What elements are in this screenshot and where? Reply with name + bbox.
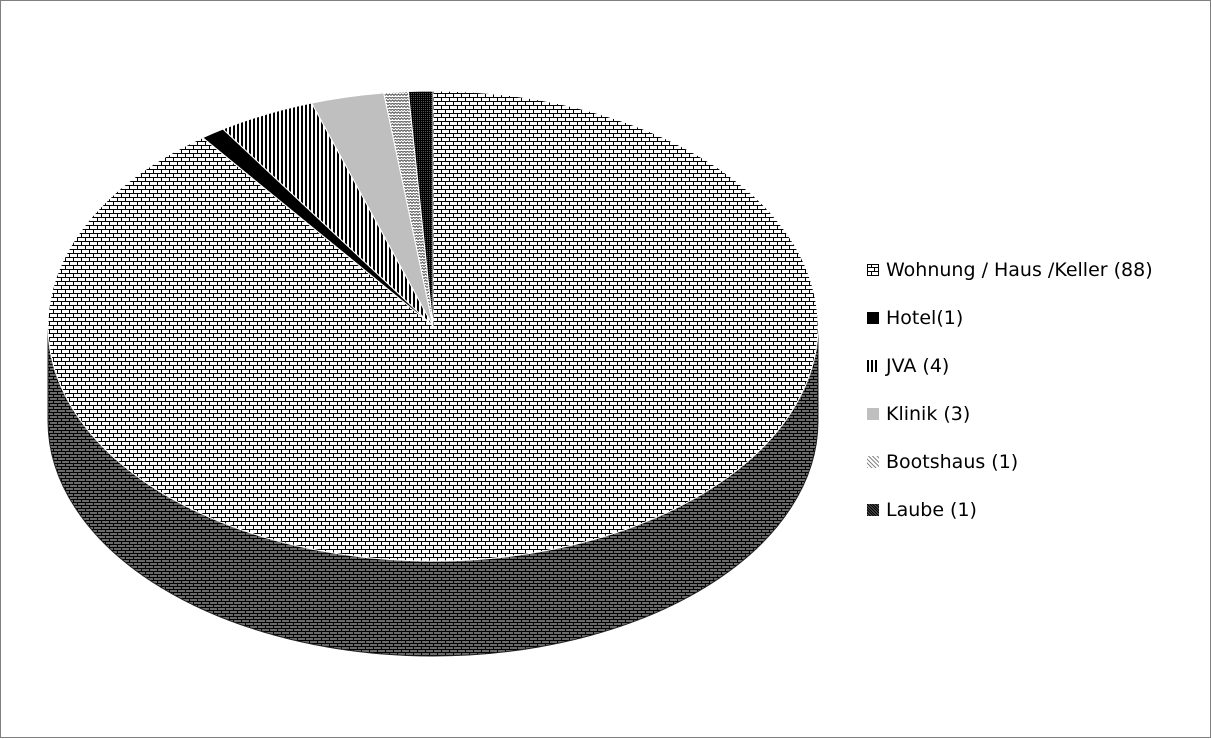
legend-item-hotel: Hotel(1) (867, 294, 1153, 342)
legend: Wohnung / Haus /Keller (88) Hotel(1) JVA… (867, 246, 1153, 534)
pie-top-face (47, 90, 819, 562)
legend-item-klinik: Klinik (3) (867, 390, 1153, 438)
legend-label: JVA (4) (886, 355, 950, 377)
legend-item-wohnung: Wohnung / Haus /Keller (88) (867, 246, 1153, 294)
legend-item-jva: JVA (4) (867, 342, 1153, 390)
pie-slice-laube (407, 90, 434, 327)
legend-label: Laube (1) (886, 499, 977, 521)
legend-swatch-brick (867, 264, 879, 276)
legend-swatch-checker (867, 504, 879, 516)
legend-label: Klinik (3) (886, 403, 971, 425)
legend-label: Wohnung / Haus /Keller (88) (886, 259, 1153, 281)
legend-item-laube: Laube (1) (867, 486, 1153, 534)
legend-label: Bootshaus (1) (886, 451, 1019, 473)
legend-swatch-vertical-lines (867, 360, 879, 372)
legend-swatch-solid-black (867, 312, 879, 324)
legend-swatch-gray (867, 408, 879, 420)
legend-label: Hotel(1) (886, 307, 964, 329)
legend-item-bootshaus: Bootshaus (1) (867, 438, 1153, 486)
legend-swatch-wave (867, 456, 879, 468)
